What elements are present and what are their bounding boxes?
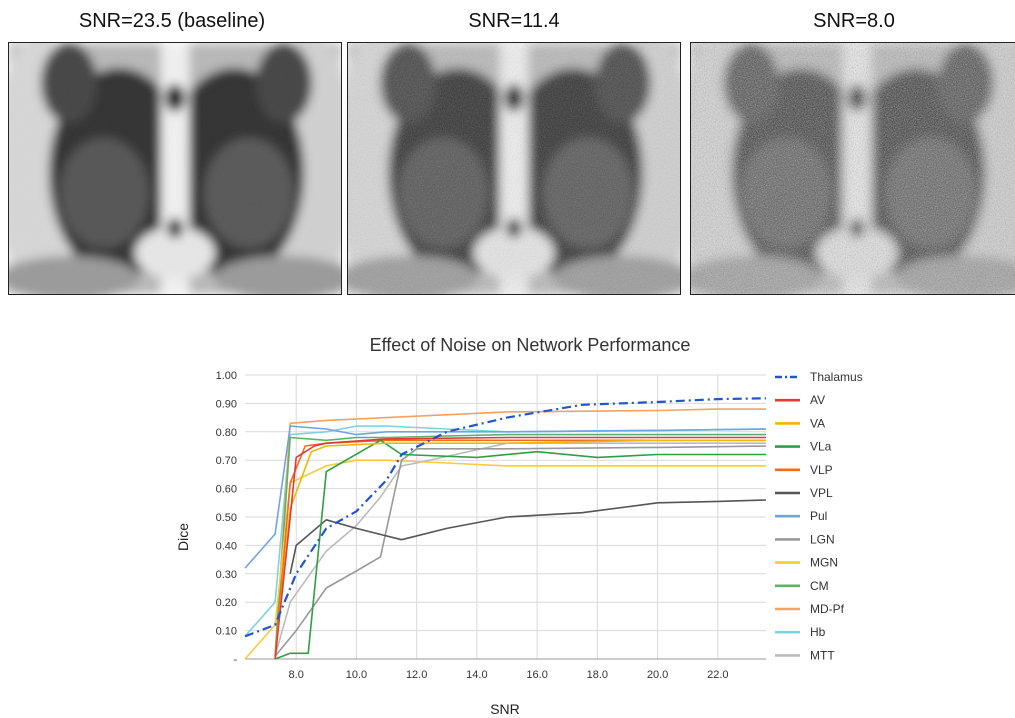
y-tick-label: 0.90 [216, 398, 237, 410]
x-axis-ticks: 8.0 10.0 12.0 14.0 16.0 18.0 20.0 22.0 [289, 669, 729, 681]
legend-label: LGN [810, 532, 835, 546]
y-tick-label: - [233, 654, 237, 666]
legend-item-hb: Hb [775, 625, 826, 639]
legend-item-vla: VLa [775, 440, 832, 454]
series-line-cm [274, 433, 766, 657]
series-line-mgn [244, 459, 766, 660]
legend-item-cm: CM [775, 579, 829, 593]
x-tick-label: 8.0 [289, 669, 304, 681]
x-tick-label: 20.0 [647, 669, 668, 681]
y-tick-label: 0.20 [216, 597, 237, 609]
series-line-mtt [274, 442, 766, 657]
y-axis-label: Dice [175, 523, 191, 551]
mri-title-2: SNR=11.4 [468, 10, 560, 32]
y-tick-label: 0.40 [216, 540, 237, 552]
mri-title-3: SNR=8.0 [813, 10, 895, 32]
y-tick-label: 0.50 [216, 512, 237, 524]
mri-image-baseline [8, 42, 342, 295]
legend-label: VA [810, 416, 825, 430]
x-tick-label: 16.0 [526, 669, 547, 681]
x-tick-label: 14.0 [466, 669, 487, 681]
legend-item-av: AV [775, 393, 825, 407]
legend-label: MD-Pf [810, 602, 845, 616]
x-tick-label: 22.0 [707, 669, 728, 681]
series-line-vpl [289, 499, 767, 574]
series-line-vlp [274, 439, 766, 660]
series-line-md-pf [274, 408, 766, 657]
legend-label: MTT [810, 648, 835, 662]
legend-label: Pul [810, 509, 827, 523]
legend-label: Thalamus [810, 370, 863, 384]
series-line-thalamus [244, 397, 767, 638]
chart-grid [245, 374, 766, 660]
y-tick-label: 0.10 [216, 626, 237, 638]
legend-label: VPL [810, 486, 833, 500]
mri-title-1: SNR=23.5 (baseline) [78, 10, 266, 32]
series-line-pul [244, 425, 767, 569]
series-line-av [274, 436, 766, 660]
series-line-vla [274, 439, 766, 660]
legend-item-thalamus: Thalamus [775, 370, 863, 384]
series-line-lgn [274, 445, 767, 657]
legend-label: VLP [810, 463, 833, 477]
y-tick-label: 0.80 [216, 427, 237, 439]
legend-item-pul: Pul [775, 509, 827, 523]
legend-label: CM [810, 579, 829, 593]
mri-image-snr-11-4 [347, 42, 681, 295]
x-tick-label: 18.0 [587, 669, 608, 681]
legend-label: MGN [810, 556, 838, 570]
legend-label: Hb [810, 625, 826, 639]
mri-image-snr-8-0 [690, 42, 1015, 295]
chart-title: Effect of Noise on Network Performance [370, 335, 691, 355]
x-tick-label: 12.0 [406, 669, 427, 681]
y-tick-label: 0.30 [216, 569, 237, 581]
legend-item-vpl: VPL [775, 486, 833, 500]
legend-item-mgn: MGN [775, 556, 838, 570]
legend-label: VLa [810, 440, 832, 454]
y-tick-label: 1.00 [216, 370, 237, 382]
legend-item-md-pf: MD-Pf [775, 602, 845, 616]
legend-label: AV [810, 393, 825, 407]
legend-item-va: VA [775, 416, 825, 430]
legend-item-lgn: LGN [775, 532, 835, 546]
series-lines [244, 397, 767, 660]
legend-item-vlp: VLP [775, 463, 833, 477]
chart-legend: Thalamus AV VA VLa VLP VPL Pul LGN MGN CM MD-Pf Hb M… [775, 370, 863, 662]
y-axis-ticks: - 0.10 0.20 0.30 0.40 0.50 0.60 0.70 0.80 0.90 1.0… [216, 370, 238, 666]
x-tick-label: 10.0 [346, 669, 367, 681]
y-tick-label: 0.70 [216, 455, 237, 467]
line-chart: Effect of Noise on Network Performance -… [175, 335, 863, 717]
x-axis-label: SNR [490, 701, 520, 717]
series-line-va [274, 439, 766, 660]
legend-item-mtt: MTT [775, 648, 835, 662]
y-tick-label: 0.60 [216, 484, 237, 496]
